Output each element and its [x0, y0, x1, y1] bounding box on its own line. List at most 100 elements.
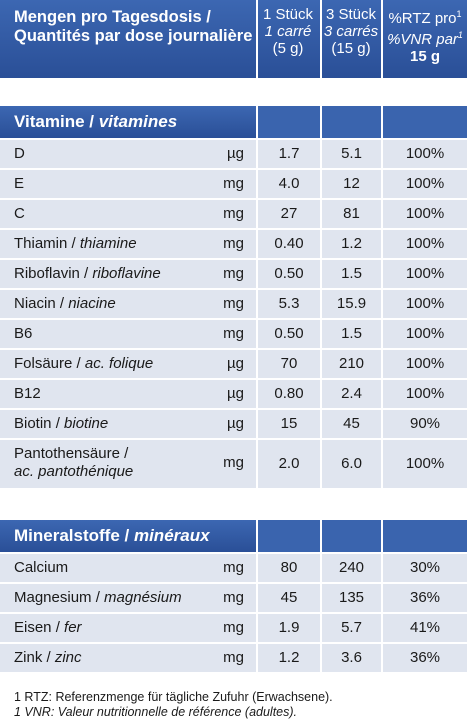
value-3-pieces: 210 [322, 350, 381, 378]
nutrient-unit: µg [227, 145, 244, 162]
nutrient-name-cell: Zink / zinc mg [0, 644, 256, 672]
value-percent: 100% [383, 170, 467, 198]
nutrient-unit: mg [223, 454, 244, 471]
section-header-cell [383, 106, 467, 138]
nutrient-name-de: D [14, 145, 25, 162]
value-1-piece: 70 [258, 350, 320, 378]
table-header: Mengen pro Tagesdosis / Quantités par do… [0, 0, 467, 78]
table-row: Thiamin / thiamine mg 0.40 1.2 100% [0, 230, 467, 258]
header-divider [256, 0, 258, 78]
nutrient-name-de: Niacin / [14, 295, 69, 312]
nutrient-name-cell: Biotin / biotine µg [0, 410, 256, 438]
nutrient-name-de: Magnesium / [14, 589, 105, 606]
nutrient-name-de: Eisen / [14, 619, 65, 636]
header-col1-de: 1 Stück [262, 6, 314, 23]
value-3-pieces: 5.1 [322, 140, 381, 168]
nutrient-name-cell: Folsäure / ac. folique µg [0, 350, 256, 378]
table-row: B12 µg 0.80 2.4 100% [0, 380, 467, 408]
nutrient-name-fr: magnésium [104, 589, 182, 606]
value-1-piece: 0.50 [258, 320, 320, 348]
nutrient-name-cell: Eisen / fer mg [0, 614, 256, 642]
nutrient-unit: µg [227, 415, 244, 432]
header-col2-fr: 3 carrés [323, 23, 379, 40]
value-3-pieces: 2.4 [322, 380, 381, 408]
nutrient-unit: mg [223, 589, 244, 606]
value-1-piece: 2.0 [258, 440, 320, 488]
table-row: Eisen / fer mg 1.9 5.7 41% [0, 614, 467, 642]
table-row: Calcium mg 80 240 30% [0, 554, 467, 582]
header-title-de: Mengen pro Tagesdosis / [14, 8, 211, 26]
header-col1-fr: 1 carré [264, 23, 312, 40]
header-col2-de: 3 Stück [325, 6, 377, 23]
nutrient-name-cell: B6 mg [0, 320, 256, 348]
value-3-pieces: 1.5 [322, 320, 381, 348]
header-col-1-piece: 1 Stück 1 carré (5 g) [256, 6, 320, 57]
section-vitamins-header: Vitamine / vitamines [0, 106, 467, 138]
section-title-fr: minéraux [133, 526, 210, 545]
header-col3-weight: 15 g [409, 48, 440, 65]
value-percent: 30% [383, 554, 467, 582]
nutrient-name-de: Folsäure / [14, 355, 85, 372]
header-col3-fr-sup: 1 [457, 30, 463, 40]
value-percent: 100% [383, 320, 467, 348]
header-col3-de: %RTZ pro [388, 10, 457, 27]
value-3-pieces: 240 [322, 554, 381, 582]
value-3-pieces: 12 [322, 170, 381, 198]
nutrient-name-cell: B12 µg [0, 380, 256, 408]
table-row: Magnesium / magnésium mg 45 135 36% [0, 584, 467, 612]
nutrient-name-de: Biotin / [14, 415, 65, 432]
nutrient-unit: µg [227, 355, 244, 372]
footnote-fr: 1 VNR: Valeur nutritionnelle de référenc… [14, 705, 298, 719]
nutrient-unit: µg [227, 385, 244, 402]
header-col3-sup: 1 [456, 9, 462, 19]
header-col2-weight: (15 g) [331, 40, 371, 57]
value-3-pieces: 15.9 [322, 290, 381, 318]
nutrient-name-cell: Riboflavin / riboflavine mg [0, 260, 256, 288]
value-1-piece: 45 [258, 584, 320, 612]
nutrient-unit: mg [223, 235, 244, 252]
nutrient-unit: mg [223, 649, 244, 666]
nutrient-name-fr: biotine [64, 415, 109, 432]
nutrient-name-de: Riboflavin / [14, 265, 93, 282]
nutrient-unit: mg [223, 325, 244, 342]
nutrient-name-fr: thiamine [79, 235, 137, 252]
value-percent: 100% [383, 380, 467, 408]
value-1-piece: 5.3 [258, 290, 320, 318]
header-title-fr: Quantités par dose journalière [14, 27, 253, 45]
section-header-cell [258, 520, 320, 552]
value-3-pieces: 5.7 [322, 614, 381, 642]
value-1-piece: 4.0 [258, 170, 320, 198]
value-percent: 36% [383, 584, 467, 612]
section-header-cell [383, 520, 467, 552]
nutrient-name-fr: ac. folique [84, 355, 154, 372]
nutrient-name-de: Calcium [14, 559, 69, 576]
table-row: B6 mg 0.50 1.5 100% [0, 320, 467, 348]
table-row: Niacin / niacine mg 5.3 15.9 100% [0, 290, 467, 318]
nutrient-name-fr: riboflavine [92, 265, 161, 282]
value-percent: 36% [383, 644, 467, 672]
header-title: Mengen pro Tagesdosis / Quantités par do… [14, 8, 254, 46]
value-3-pieces: 135 [322, 584, 381, 612]
nutrient-name-de: B12 [14, 385, 41, 402]
value-percent: 100% [383, 350, 467, 378]
value-percent: 100% [383, 200, 467, 228]
header-col-percent: %RTZ pro1 %VNR par1 15 g [383, 6, 467, 65]
value-1-piece: 1.2 [258, 644, 320, 672]
nutrient-name-fr: zinc [54, 649, 82, 666]
table-row: Biotin / biotine µg 15 45 90% [0, 410, 467, 438]
table-row: Folsäure / ac. folique µg 70 210 100% [0, 350, 467, 378]
nutrient-name-de: Pantothensäure / [14, 445, 129, 462]
nutrient-unit: mg [223, 295, 244, 312]
value-1-piece: 0.40 [258, 230, 320, 258]
header-col1-weight: (5 g) [272, 40, 304, 57]
value-1-piece: 80 [258, 554, 320, 582]
value-1-piece: 1.9 [258, 614, 320, 642]
table-row: Zink / zinc mg 1.2 3.6 36% [0, 644, 467, 672]
header-col-3-pieces: 3 Stück 3 carrés (15 g) [321, 6, 381, 57]
nutrient-name-de: Thiamin / [14, 235, 80, 252]
value-percent: 41% [383, 614, 467, 642]
